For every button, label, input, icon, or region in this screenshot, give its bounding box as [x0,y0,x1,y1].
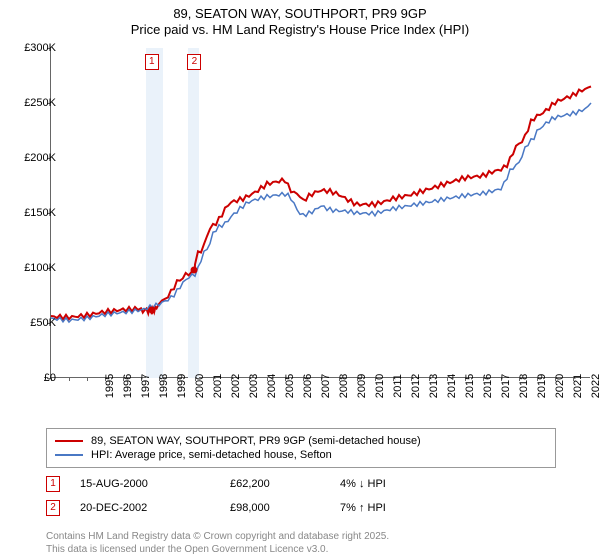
sale-dot-icon [191,267,198,274]
x-axis-label: 2009 [356,374,368,398]
x-axis-label: 2010 [374,374,386,398]
sale-delta: 4% ↓ HPI [340,478,440,490]
title-subtitle: Price paid vs. HM Land Registry's House … [0,22,600,37]
sale-marker-icon: 2 [46,500,60,516]
y-axis-label: £100K [24,262,56,274]
legend-swatch [55,440,83,442]
attribution: Contains HM Land Registry data © Crown c… [46,531,556,556]
x-axis-label: 2003 [248,374,260,398]
legend-item: 89, SEATON WAY, SOUTHPORT, PR9 9GP (semi… [55,435,547,447]
line-series-svg [51,48,591,378]
x-axis-label: 2005 [284,374,296,398]
legend-label: HPI: Average price, semi-detached house,… [91,449,332,461]
x-axis-label: 1996 [122,374,134,398]
legend: 89, SEATON WAY, SOUTHPORT, PR9 9GP (semi… [46,428,556,468]
x-axis-label: 2004 [266,374,278,398]
y-axis-label: £0 [44,372,56,384]
x-axis-label: 2017 [500,374,512,398]
sale-price: £62,200 [230,478,340,490]
y-axis-label: £300K [24,42,56,54]
plot-region: 12 [50,48,590,378]
x-axis-label: 2001 [212,374,224,398]
y-axis-label: £150K [24,207,56,219]
sale-row: 2 20-DEC-2002 £98,000 7% ↑ HPI [46,500,556,516]
x-axis-label: 2019 [536,374,548,398]
y-axis-label: £250K [24,97,56,109]
y-axis-label: £50K [30,317,56,329]
attribution-line: This data is licensed under the Open Gov… [46,544,556,557]
x-axis-label: 2015 [464,374,476,398]
x-axis-label: 2021 [572,374,584,398]
x-axis-label: 2016 [482,374,494,398]
x-axis-label: 1999 [176,374,188,398]
title-address: 89, SEATON WAY, SOUTHPORT, PR9 9GP [0,6,600,21]
y-axis-label: £200K [24,152,56,164]
chart-titles: 89, SEATON WAY, SOUTHPORT, PR9 9GP Price… [0,0,600,37]
chart-container: 89, SEATON WAY, SOUTHPORT, PR9 9GP Price… [0,0,600,560]
x-axis-label: 2002 [230,374,242,398]
x-axis-label: 2013 [428,374,440,398]
x-axis-label: 2008 [338,374,350,398]
legend-swatch [55,454,83,456]
sale-marker-icon: 1 [46,476,60,492]
sale-row: 1 15-AUG-2000 £62,200 4% ↓ HPI [46,476,556,492]
x-axis-label: 1997 [140,374,152,398]
x-axis-label: 2018 [518,374,530,398]
x-axis-label: 2011 [392,374,404,398]
x-axis-label: 2014 [446,374,458,398]
x-axis-label: 2022 [590,374,600,398]
sale-marker-icon: 1 [145,54,159,70]
chart-area: 12 1995199619971998199920002001200220032… [50,48,590,378]
attribution-line: Contains HM Land Registry data © Crown c… [46,531,556,544]
x-axis-label: 2006 [302,374,314,398]
sale-dot-icon [148,306,155,313]
x-axis-label: 1995 [104,374,116,398]
sale-price: £98,000 [230,502,340,514]
sale-marker-icon: 2 [187,54,201,70]
sale-date: 15-AUG-2000 [80,478,230,490]
legend-item: HPI: Average price, semi-detached house,… [55,449,547,461]
x-axis-label: 2000 [194,374,206,398]
x-axis-label: 2007 [320,374,332,398]
x-axis-label: 2012 [410,374,422,398]
legend-label: 89, SEATON WAY, SOUTHPORT, PR9 9GP (semi… [91,435,421,447]
sale-date: 20-DEC-2002 [80,502,230,514]
sale-delta: 7% ↑ HPI [340,502,440,514]
x-axis-label: 2020 [554,374,566,398]
x-axis-label: 1998 [158,374,170,398]
